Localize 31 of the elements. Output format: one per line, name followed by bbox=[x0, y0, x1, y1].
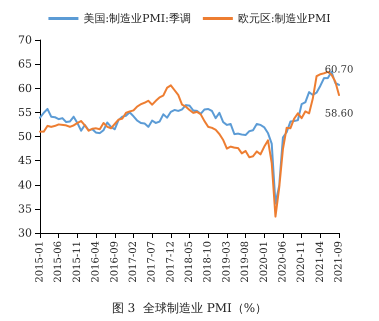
legend-label: 美国:制造业PMI:季调 bbox=[83, 12, 191, 25]
x-tick-label: 2017-07 bbox=[146, 241, 158, 283]
y-tick-label: 55 bbox=[18, 106, 32, 119]
data-label: 60.70 bbox=[324, 64, 354, 76]
x-tick-label: 2021-04 bbox=[314, 241, 326, 283]
y-tick-label: 30 bbox=[18, 226, 32, 240]
x-tick-label: 2018-05 bbox=[184, 241, 195, 283]
x-tick-label: 2016-09 bbox=[109, 241, 120, 283]
x-tick-label: 2015-11 bbox=[72, 241, 83, 283]
x-tick-label: 2017-12 bbox=[165, 241, 176, 283]
x-tick-label: 2015-01 bbox=[34, 241, 46, 283]
y-tick-label: 60 bbox=[18, 82, 32, 95]
text: 图 3 全球制造业 PMI（%） bbox=[112, 301, 268, 315]
x-tick-label: 2019-08 bbox=[240, 241, 252, 283]
x-tick-label: 2019-03 bbox=[221, 241, 232, 283]
y-tick-label: 70 bbox=[18, 34, 32, 46]
x-tick-label: 2021-09 bbox=[334, 241, 344, 283]
y-tick-label: 40 bbox=[18, 178, 32, 192]
x-tick-label: 2020-01 bbox=[258, 241, 270, 283]
data-label: 58.60 bbox=[324, 108, 354, 120]
x-tick-label: 2020-11 bbox=[296, 241, 308, 283]
legend-label: 欧元区:制造业PMI bbox=[238, 12, 331, 25]
x-tick-label: 2020-06 bbox=[277, 241, 288, 283]
x-tick-label: 2016-04 bbox=[90, 241, 102, 283]
y-tick-label: 50 bbox=[18, 130, 32, 143]
x-tick-label: 2017-02 bbox=[128, 241, 139, 283]
y-tick-label: 35 bbox=[18, 202, 32, 216]
x-tick-label: 2018-10 bbox=[202, 241, 214, 283]
x-tick-label: 2015-06 bbox=[53, 241, 64, 283]
y-tick-label: 45 bbox=[18, 154, 32, 168]
y-tick-label: 65 bbox=[18, 58, 32, 71]
